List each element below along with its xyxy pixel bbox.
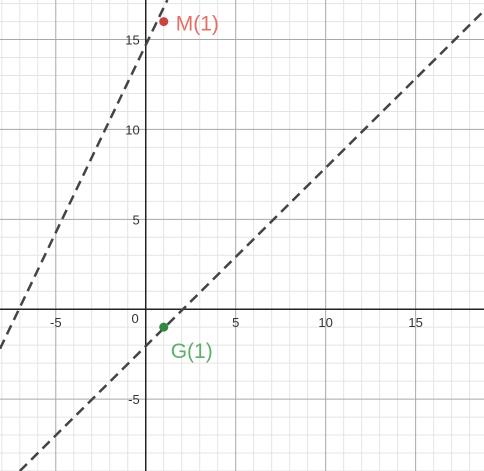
point-label: G(1) xyxy=(171,340,213,363)
point-marker-g1[interactable] xyxy=(159,322,169,332)
point-label: M(1) xyxy=(176,13,219,36)
origin-label: 0 xyxy=(132,311,139,326)
x-tick-label: 5 xyxy=(232,315,239,330)
x-tick-label: 10 xyxy=(318,315,332,330)
x-tick-label: 15 xyxy=(408,315,422,330)
dashed-line-1[interactable] xyxy=(0,0,169,350)
y-tick-label: 10 xyxy=(125,122,139,137)
points: M(1) G(1) xyxy=(159,13,219,363)
x-tick-label: -5 xyxy=(50,315,62,330)
point-marker-m1[interactable] xyxy=(159,17,169,27)
tick-labels: -5 5 10 15 -5 5 10 15 0 xyxy=(50,33,423,408)
y-tick-label: 5 xyxy=(133,212,140,227)
y-tick-label: -5 xyxy=(128,392,140,407)
y-tick-label: 15 xyxy=(125,33,139,48)
dashed-line-2[interactable] xyxy=(18,9,484,471)
